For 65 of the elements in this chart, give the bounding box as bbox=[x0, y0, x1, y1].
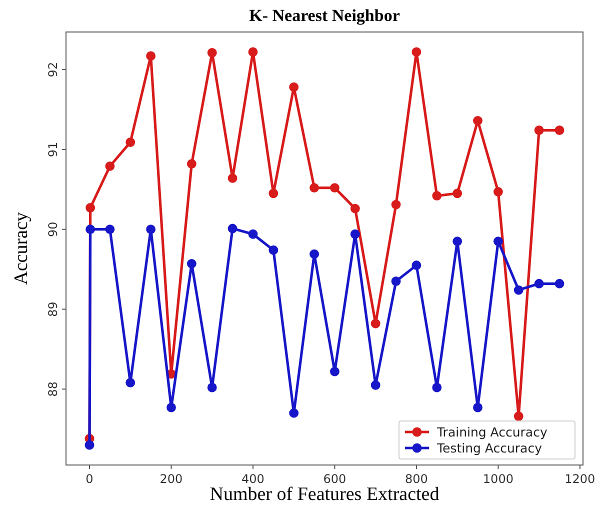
x-tick-label: 1200 bbox=[564, 472, 596, 486]
point bbox=[228, 224, 238, 234]
y-tick-label: 90 bbox=[46, 222, 60, 237]
point bbox=[248, 229, 258, 239]
point bbox=[207, 382, 217, 392]
point bbox=[289, 408, 299, 418]
point bbox=[268, 245, 278, 255]
x-tick-label: 0 bbox=[86, 472, 94, 486]
y-axis-title: Accuracy bbox=[11, 212, 32, 285]
point bbox=[493, 187, 503, 196]
point bbox=[207, 48, 217, 58]
point bbox=[514, 285, 524, 295]
point bbox=[554, 278, 564, 288]
point bbox=[86, 224, 96, 234]
x-tick-label: 800 bbox=[405, 472, 428, 486]
point bbox=[554, 126, 564, 135]
point bbox=[534, 126, 544, 135]
point bbox=[330, 366, 340, 376]
chart-title: K- Nearest Neighbor bbox=[249, 6, 400, 25]
point bbox=[391, 276, 401, 286]
point bbox=[86, 203, 96, 212]
point bbox=[432, 191, 442, 200]
point bbox=[105, 224, 115, 234]
legend-label: Training Accuracy bbox=[436, 424, 548, 440]
x-axis-title: Number of Features Extracted bbox=[210, 484, 440, 505]
point bbox=[350, 204, 360, 214]
point bbox=[126, 378, 136, 388]
point bbox=[350, 229, 360, 239]
point bbox=[105, 162, 115, 171]
point bbox=[370, 380, 380, 390]
point bbox=[310, 249, 320, 259]
point bbox=[166, 402, 176, 412]
point bbox=[146, 51, 156, 61]
point bbox=[84, 440, 94, 450]
point bbox=[412, 260, 422, 270]
point bbox=[268, 188, 278, 198]
point bbox=[432, 382, 442, 392]
x-tick-label: 200 bbox=[160, 472, 183, 486]
y-tick-label: 89 bbox=[46, 302, 60, 317]
point bbox=[146, 224, 156, 234]
point bbox=[412, 47, 422, 57]
x-tick-label: 1000 bbox=[482, 472, 514, 486]
point bbox=[391, 200, 401, 210]
y-tick-label: 88 bbox=[46, 381, 60, 397]
point bbox=[126, 138, 136, 147]
point bbox=[330, 183, 340, 192]
point bbox=[534, 278, 544, 288]
point bbox=[370, 318, 380, 328]
legend-label: Testing Accuracy bbox=[436, 440, 543, 456]
point bbox=[228, 173, 238, 183]
x-tick-label: 600 bbox=[323, 472, 346, 486]
point bbox=[514, 412, 524, 421]
point bbox=[493, 236, 503, 246]
point bbox=[289, 82, 299, 92]
point bbox=[186, 258, 196, 268]
point bbox=[186, 159, 196, 169]
x-tick-label: 400 bbox=[242, 472, 264, 486]
point bbox=[452, 188, 462, 198]
y-tick-label: 91 bbox=[46, 142, 60, 158]
point bbox=[310, 183, 320, 192]
point bbox=[248, 47, 258, 57]
point bbox=[473, 116, 482, 126]
point bbox=[452, 236, 462, 246]
point bbox=[473, 402, 482, 412]
y-tick-label: 92 bbox=[46, 62, 60, 78]
